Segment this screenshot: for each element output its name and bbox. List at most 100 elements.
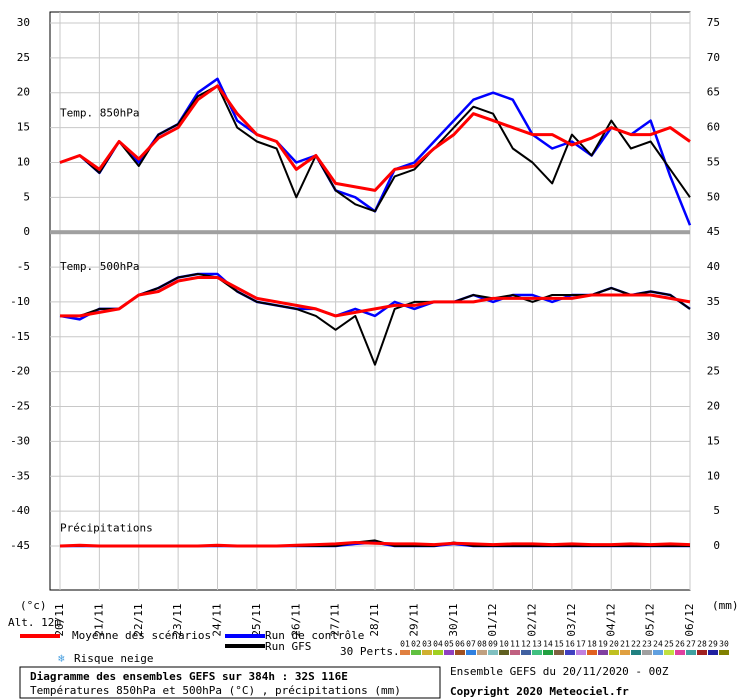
y2-tick-label: 0	[713, 539, 720, 552]
perturbation-swatch	[554, 650, 564, 655]
perturbation-swatch	[422, 650, 432, 655]
perturbation-swatch	[708, 650, 718, 655]
plot-area	[49, 11, 691, 591]
perturbation-swatch	[565, 650, 575, 655]
y-tick-label: -5	[17, 260, 30, 273]
y2-tick-label: 25	[707, 365, 720, 378]
perturbation-swatch	[675, 650, 685, 655]
x-tick-label: 24/11	[211, 603, 224, 636]
perturbation-label: 22	[631, 640, 641, 649]
perturbation-swatch	[719, 650, 729, 655]
perturbation-label: 12	[521, 640, 531, 649]
perturbation-label: 10	[499, 640, 509, 649]
y2-tick-label: 20	[707, 400, 720, 413]
legend-label: Moyenne des scénarios	[72, 629, 211, 642]
x-tick-label: 29/11	[407, 603, 420, 636]
y2-axis-label: (mm)	[712, 599, 739, 612]
y2-tick-label: 5	[713, 504, 720, 517]
altitude: Alt. 12m	[8, 616, 61, 629]
y2-tick-label: 70	[707, 51, 720, 64]
y-tick-label: 10	[17, 155, 30, 168]
y-tick-label: 30	[17, 16, 30, 29]
y-tick-label: 25	[17, 51, 30, 64]
perturbation-swatch	[455, 650, 465, 655]
perturbations-label: 30 Perts.	[340, 645, 400, 658]
x-tick-label: 30/11	[447, 603, 460, 636]
panel-label: Temp. 850hPa	[60, 107, 139, 120]
x-tick-label: 28/11	[368, 603, 381, 636]
x-tick-label: 25/11	[250, 603, 263, 636]
perturbation-label: 21	[620, 640, 630, 649]
footer-copyright: Copyright 2020 Meteociel.fr	[450, 685, 629, 698]
perturbation-label: 01	[400, 640, 410, 649]
y-tick-label: 5	[23, 190, 30, 203]
perturbation-swatch	[598, 650, 608, 655]
y2-tick-label: 15	[707, 434, 720, 447]
x-tick-label: 03/12	[565, 603, 578, 636]
y2-tick-label: 30	[707, 330, 720, 343]
perturbation-label: 24	[653, 640, 663, 649]
series-line	[59, 84, 691, 213]
y2-tick-label: 55	[707, 155, 720, 168]
series-line	[60, 276, 691, 318]
legend-label: Run GFS	[265, 640, 311, 653]
perturbation-swatch	[433, 650, 443, 655]
y-tick-label: 0	[23, 225, 30, 238]
perturbation-label: 09	[488, 640, 498, 649]
y2-tick-label: 10	[707, 469, 720, 482]
perturbation-label: 03	[422, 640, 432, 649]
x-tick-label: 21/11	[92, 603, 105, 636]
y-tick-label: -30	[10, 434, 30, 447]
perturbation-swatch	[400, 650, 410, 655]
y2-tick-label: 75	[707, 16, 720, 29]
footer-subtitle: Températures 850hPa et 500hPa (°C) , pré…	[30, 684, 401, 697]
y2-tick-label: 60	[707, 121, 720, 134]
series-line	[59, 84, 691, 192]
perturbation-label: 30	[719, 640, 729, 649]
legend-label: Run de contrôle	[265, 629, 364, 642]
perturbation-swatch	[631, 650, 641, 655]
perturbation-label: 04	[433, 640, 443, 649]
x-tick-label: 26/11	[289, 603, 302, 636]
y-tick-label: -45	[10, 539, 30, 552]
perturbation-label: 27	[686, 640, 696, 649]
x-tick-label: 27/11	[329, 603, 342, 636]
y-tick-label: -25	[10, 400, 30, 413]
perturbation-label: 06	[455, 640, 465, 649]
perturbation-label: 02	[411, 640, 421, 649]
perturbation-swatch	[664, 650, 674, 655]
perturbation-swatch	[521, 650, 531, 655]
y-tick-label: -15	[10, 330, 30, 343]
perturbation-label: 16	[565, 640, 575, 649]
footer-box	[19, 666, 441, 699]
y-tick-label: -20	[10, 365, 30, 378]
y-tick-label: -10	[10, 295, 30, 308]
perturbation-label: 13	[532, 640, 542, 649]
y2-tick-label: 50	[707, 190, 720, 203]
perturbation-swatch	[697, 650, 707, 655]
snow-icon: ❄	[58, 652, 65, 665]
y2-tick-label: 35	[707, 295, 720, 308]
perturbation-label: 18	[587, 640, 597, 649]
perturbation-swatch	[444, 650, 454, 655]
series-line	[59, 541, 691, 548]
x-tick-label: 04/12	[604, 603, 617, 636]
perturbation-swatch	[477, 650, 487, 655]
panel-label: Précipitations	[60, 522, 153, 535]
perturbation-label: 26	[675, 640, 685, 649]
perturbation-label: 19	[598, 640, 608, 649]
perturbation-swatch	[543, 650, 553, 655]
perturbation-swatch	[510, 650, 520, 655]
perturbation-swatch	[686, 650, 696, 655]
perturbation-swatch	[532, 650, 542, 655]
perturbation-swatch	[576, 650, 586, 655]
y-tick-label: 20	[17, 86, 30, 99]
panel-separator	[50, 230, 690, 235]
perturbation-label: 08	[477, 640, 487, 649]
perturbation-swatch	[642, 650, 652, 655]
perturbation-label: 07	[466, 640, 476, 649]
y-tick-label: -35	[10, 469, 30, 482]
y-axis-label: (°c)	[20, 599, 47, 612]
footer-title: Diagramme des ensembles GEFS sur 384h : …	[30, 670, 348, 683]
